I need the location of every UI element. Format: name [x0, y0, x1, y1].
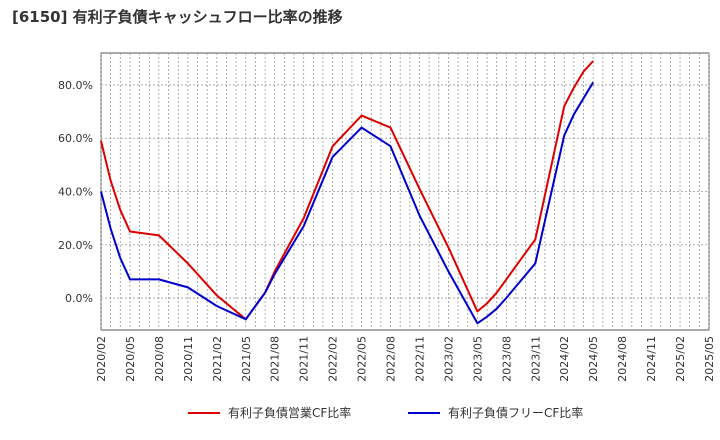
x-tick-label: 2022/08 [385, 336, 398, 382]
y-tick-label: 20.0% [58, 239, 93, 252]
x-tick-label: 2020/11 [182, 336, 195, 382]
x-axis: 2020/02 2020/05 2020/08 2020/11 2021/02 2021/… [95, 336, 716, 382]
x-tick-label: 2023/11 [529, 336, 542, 382]
x-tick-label: 2025/05 [703, 336, 716, 382]
x-tick-label: 2024/05 [587, 336, 600, 382]
x-tick-label: 2021/11 [298, 336, 311, 382]
legend-label-2: 有利子負債フリーCF比率 [448, 405, 583, 420]
x-tick-label: 2024/08 [616, 336, 629, 382]
x-tick-label: 2022/11 [413, 336, 426, 382]
chart-title: [6150] 有利子負債キャッシュフロー比率の推移 [12, 8, 343, 26]
y-tick-label: 80.0% [58, 79, 93, 92]
x-tick-label: 2023/02 [442, 336, 455, 382]
y-tick-label: 40.0% [58, 186, 93, 199]
x-tick-label: 2021/05 [240, 336, 253, 382]
x-tick-label: 2020/02 [95, 336, 108, 382]
series-line-1 [100, 60, 594, 321]
x-tick-label: 2025/02 [674, 336, 687, 382]
x-tick-label: 2022/02 [327, 336, 340, 382]
y-axis: 0.0% 20.0% 40.0% 60.0% 80.0% [58, 79, 93, 305]
legend-label-1: 有利子負債営業CF比率 [228, 405, 351, 420]
grid [100, 53, 710, 330]
x-tick-label: 2023/08 [500, 336, 513, 382]
y-tick-label: 60.0% [58, 132, 93, 145]
x-tick-label: 2020/08 [153, 336, 166, 382]
legend: 有利子負債営業CF比率 有利子負債フリーCF比率 [188, 405, 583, 420]
x-tick-label: 2023/05 [471, 336, 484, 382]
x-tick-label: 2024/11 [645, 336, 658, 382]
x-tick-label: 2021/02 [211, 336, 224, 382]
series-group [100, 60, 595, 325]
x-tick-label: 2020/05 [124, 336, 137, 382]
series-line-2 [100, 81, 595, 325]
x-tick-label: 2021/08 [269, 336, 282, 382]
x-tick-label: 2024/02 [558, 336, 571, 382]
y-tick-label: 0.0% [65, 292, 93, 305]
x-tick-label: 2022/05 [356, 336, 369, 382]
